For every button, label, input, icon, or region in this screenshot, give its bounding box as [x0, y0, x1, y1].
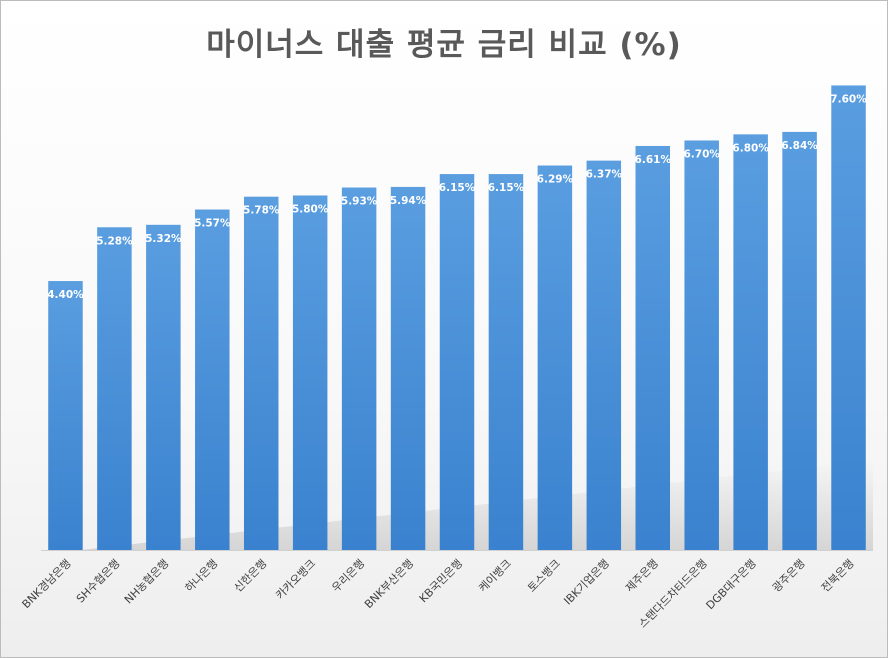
- category-tick-label: 광주은행: [770, 557, 808, 595]
- category-tick-label: 전북은행: [819, 557, 857, 595]
- bar-shadows: [81, 460, 873, 550]
- bar: [146, 224, 181, 550]
- bar: [48, 281, 83, 550]
- bar-value-label: 6.15%: [439, 182, 476, 194]
- bar-value-label: 6.70%: [683, 148, 720, 160]
- bar-value-label: 6.84%: [781, 140, 818, 152]
- bar-value-label: 6.15%: [488, 182, 525, 194]
- category-tick-label: SH수협은행: [74, 557, 123, 606]
- bar: [97, 227, 132, 550]
- category-tick-label: BNK경남은행: [20, 557, 74, 611]
- category-tick-label: DGB대구은행: [704, 557, 759, 612]
- bar-value-label: 5.94%: [390, 195, 427, 207]
- bar-value-label: 5.80%: [292, 203, 329, 215]
- category-tick-label: 하나은행: [182, 556, 221, 595]
- bar-value-label: 5.28%: [96, 235, 133, 247]
- category-tick-label: 토스뱅크: [525, 557, 563, 595]
- bar: [635, 145, 671, 550]
- bars-group: [48, 85, 866, 551]
- category-tick-label: BNK부산은행: [362, 557, 416, 611]
- bar-value-label: 4.40%: [47, 289, 84, 301]
- bar-reflection-shadow: [81, 460, 873, 550]
- bar: [243, 196, 279, 550]
- chart-title: 마이너스 대출 평균 금리 비교 (%): [206, 27, 682, 63]
- bar-value-label: 7.60%: [830, 93, 867, 105]
- bar: [586, 160, 622, 550]
- bar-value-label: 6.37%: [586, 169, 623, 181]
- bar-value-label: 5.93%: [341, 196, 378, 208]
- bar: [782, 131, 817, 550]
- bar-value-label: 6.61%: [635, 154, 672, 166]
- bar: [341, 187, 377, 550]
- bar-value-label: 5.32%: [145, 233, 182, 245]
- bar: [439, 174, 475, 550]
- category-tick-label: KB국민은행: [417, 557, 465, 605]
- category-tick-label: 제주은행: [623, 557, 661, 595]
- category-tick-label: 우리은행: [329, 557, 367, 595]
- category-labels-group: BNK경남은행 SH수협은행 NH농협은행 하나은행 신한은행 카카오뱅크 우리은행BNK부…: [20, 556, 857, 630]
- bar-value-label: 5.57%: [194, 218, 231, 230]
- bar: [684, 140, 719, 550]
- bar: [390, 186, 426, 551]
- category-tick-label: IBK기업은행: [561, 557, 612, 608]
- category-tick-label: 케이뱅크: [476, 557, 514, 595]
- bar: [537, 165, 573, 550]
- category-tick-label: 신한은행: [232, 557, 270, 595]
- bar-value-label: 6.80%: [732, 142, 769, 154]
- value-labels-group: 4.40% 5.28% 5.32% 5.57% 5.78% 5.80% 5.93% 5.94%…: [47, 93, 867, 301]
- bar-value-label: 6.29%: [537, 174, 574, 186]
- bar: [195, 209, 230, 550]
- category-tick-label: 카카오뱅크: [273, 557, 318, 602]
- bar: [292, 195, 328, 551]
- category-tick-label: NH농협은행: [122, 557, 171, 606]
- bar-value-label: 5.78%: [243, 205, 280, 217]
- bar: [831, 85, 866, 550]
- bar: [733, 134, 768, 550]
- bar: [488, 174, 524, 550]
